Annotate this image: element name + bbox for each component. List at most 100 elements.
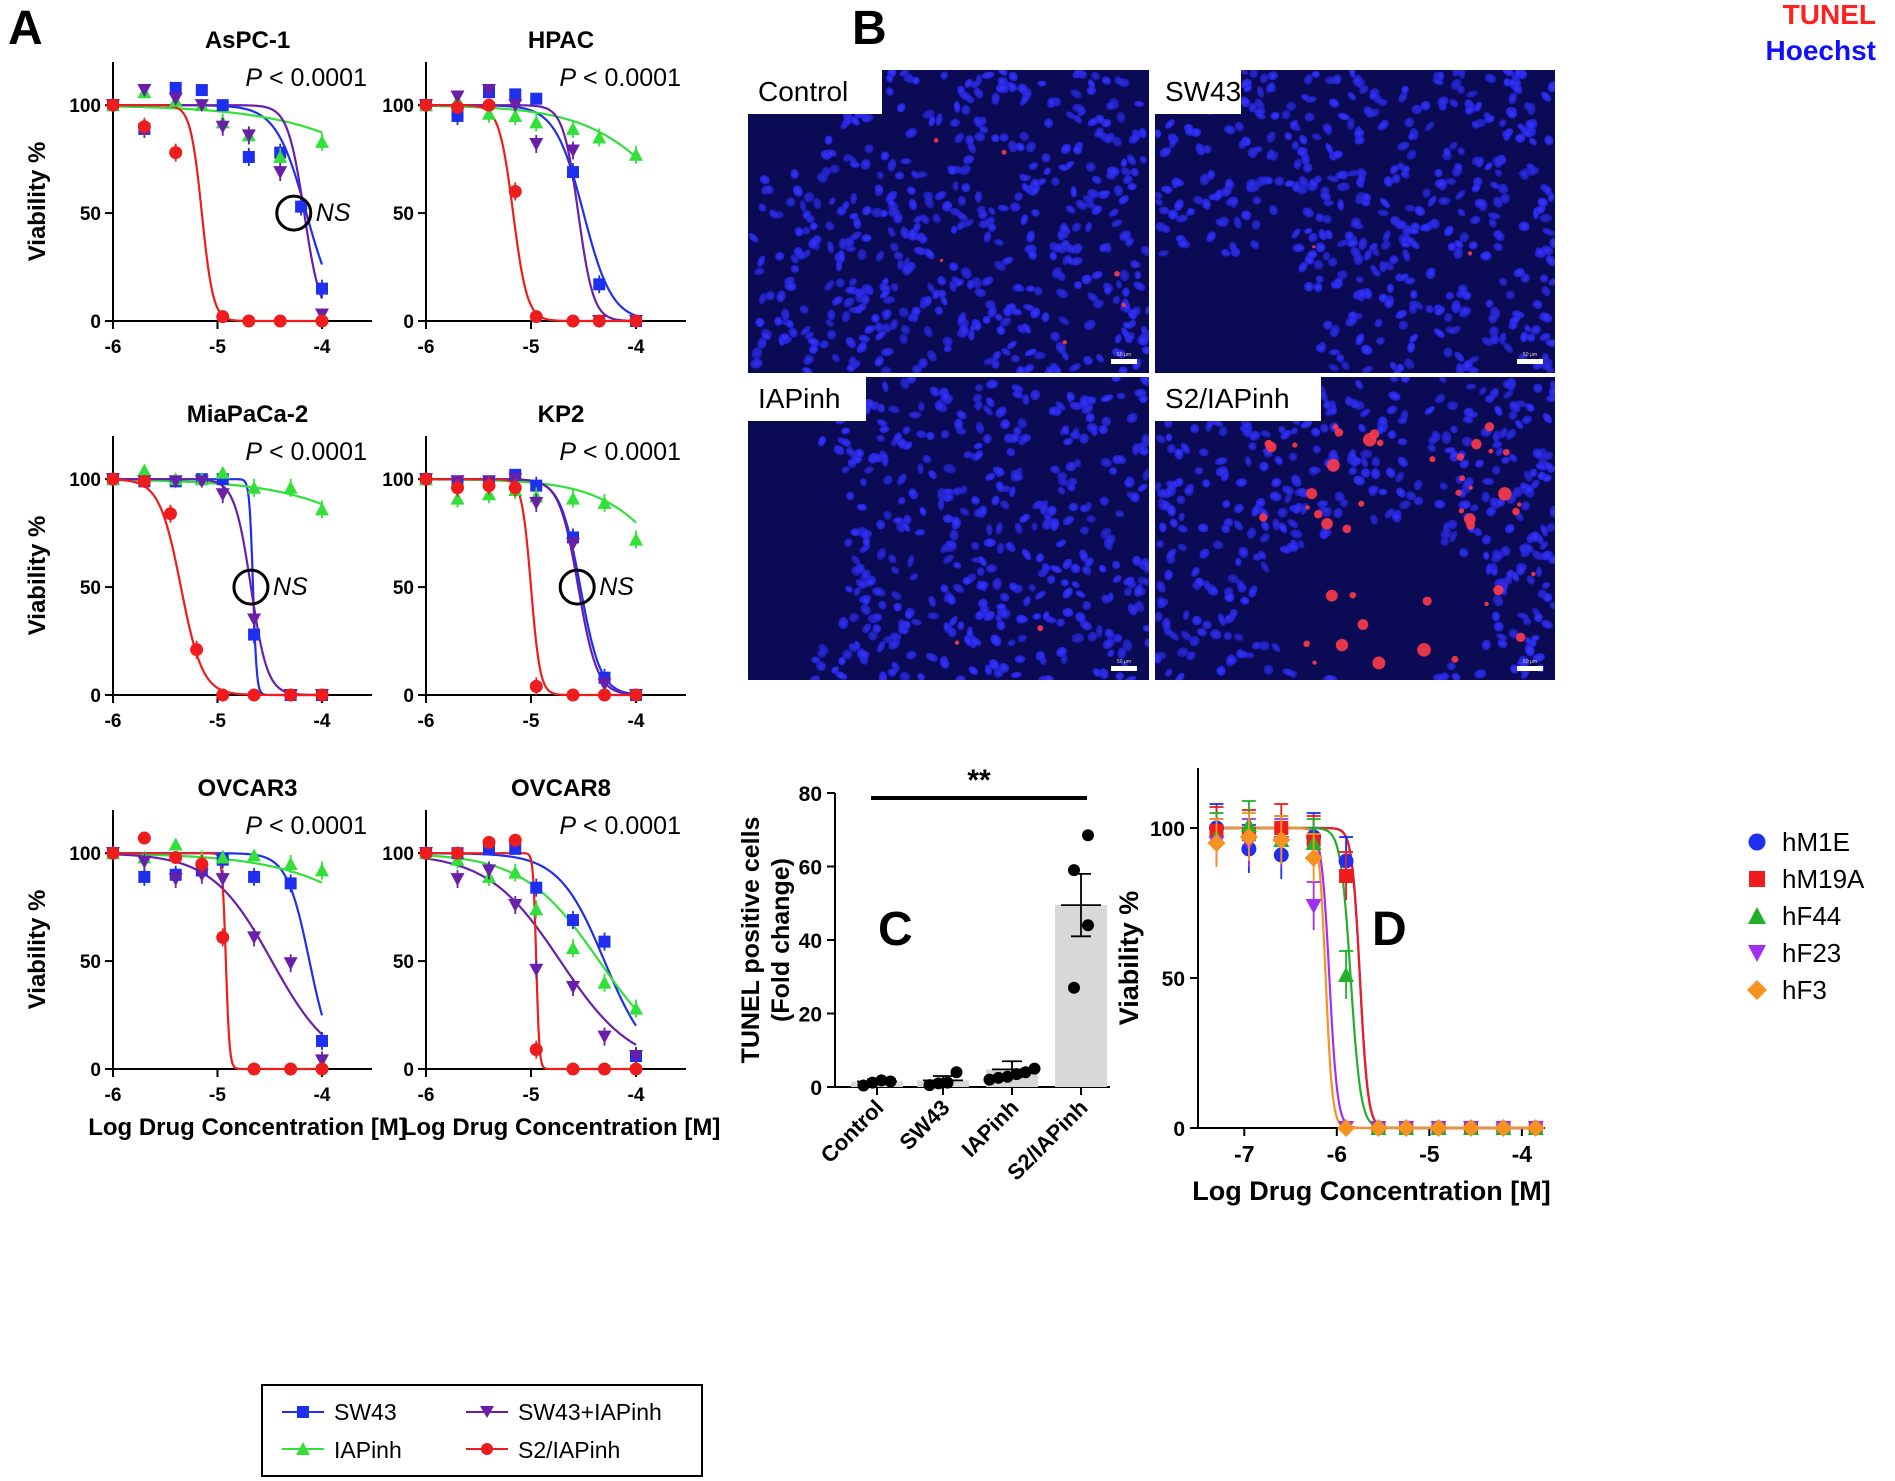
nucleus (1224, 125, 1236, 135)
nucleus (1403, 358, 1415, 370)
nucleus (1017, 634, 1027, 643)
point-sw43-iapinh (629, 1050, 643, 1064)
point-s2-iapinh (315, 314, 329, 328)
nucleus (985, 397, 995, 408)
point-s2-iapinh (482, 98, 496, 112)
nucleus (1073, 280, 1083, 290)
ns-label: NS (316, 199, 351, 227)
y-tick-label: 0 (810, 1077, 822, 1100)
nucleus (1180, 630, 1192, 641)
point-sw43-iapinh (194, 99, 209, 113)
point-s2-iapinh (190, 643, 204, 657)
nucleus (1184, 126, 1195, 137)
nucleus (1171, 178, 1184, 187)
nucleus (1224, 178, 1233, 189)
nucleus (957, 195, 967, 206)
nucleus (1452, 70, 1460, 77)
nucleus (874, 357, 884, 367)
nucleus (1434, 179, 1447, 189)
nucleus (776, 290, 786, 303)
nucleus (963, 155, 975, 165)
nucleus (1470, 215, 1481, 225)
chart-title: HPAC (528, 27, 594, 54)
nucleus (992, 466, 1005, 476)
nucleus (1120, 158, 1128, 168)
nucleus (1509, 401, 1521, 413)
tunel-spot (1265, 441, 1277, 453)
legend-marker (1748, 907, 1766, 924)
nucleus (1457, 70, 1466, 79)
point-sw43 (593, 278, 606, 291)
point-s2-iapinh (566, 314, 580, 328)
nucleus (1065, 205, 1076, 214)
nucleus (1165, 119, 1175, 129)
nucleus (919, 235, 928, 244)
nucleus (974, 401, 983, 411)
nucleus (1100, 394, 1114, 403)
nucleus (1115, 672, 1125, 680)
nucleus (1400, 377, 1410, 383)
nucleus (890, 282, 899, 292)
nucleus (841, 201, 850, 211)
nucleus (1248, 102, 1257, 113)
nucleus (903, 514, 912, 525)
nucleus (1086, 515, 1096, 523)
nucleus (1361, 344, 1373, 355)
nucleus (1480, 251, 1492, 261)
nucleus (887, 158, 897, 172)
x-tick-label: -5 (523, 337, 540, 358)
nucleus (1155, 481, 1162, 492)
nucleus (841, 466, 850, 474)
x-tick-label: Control (816, 1095, 889, 1168)
nucleus (1525, 403, 1535, 412)
nucleus (1137, 483, 1148, 492)
nucleus (1369, 90, 1378, 100)
tunel-spot (1459, 475, 1466, 482)
nucleus (838, 616, 849, 630)
nucleus (1500, 545, 1511, 557)
nucleus (1360, 449, 1373, 459)
nucleus (1233, 216, 1242, 229)
nucleus (1357, 288, 1367, 299)
nucleus (1297, 540, 1305, 549)
nucleus (1034, 590, 1046, 600)
nucleus (970, 80, 980, 89)
nucleus (1380, 198, 1391, 209)
nucleus (1517, 123, 1526, 132)
nucleus (1104, 132, 1115, 144)
nucleus (1085, 201, 1096, 209)
nucleus (901, 265, 911, 276)
nucleus (1006, 81, 1018, 91)
nucleus (954, 278, 965, 288)
nucleus (911, 314, 919, 323)
nucleus (1118, 366, 1128, 373)
nucleus (1523, 485, 1535, 495)
point-hf3 (1397, 1119, 1416, 1137)
nucleus (761, 332, 771, 340)
nucleus (759, 175, 770, 185)
nucleus (1086, 422, 1099, 433)
nucleus (847, 458, 857, 468)
nucleus (1033, 351, 1046, 360)
curve-iapinh (112, 105, 323, 134)
point-iapinh (629, 532, 643, 546)
nucleus (1215, 218, 1225, 227)
nucleus (1224, 614, 1232, 623)
nucleus (1524, 644, 1535, 657)
nucleus (1144, 329, 1149, 340)
nucleus (1070, 257, 1083, 266)
nucleus (817, 172, 828, 183)
nucleus (1267, 71, 1278, 81)
nucleus (804, 331, 814, 339)
nucleus (1497, 183, 1509, 194)
point-sw43-iapinh (597, 1030, 612, 1044)
y-tick-label: 40 (799, 930, 822, 953)
nucleus (1063, 437, 1074, 446)
point-s2-iapinh (592, 314, 606, 328)
nucleus (1328, 364, 1340, 372)
nucleus (983, 357, 996, 365)
nucleus (1284, 132, 1293, 141)
nucleus (1361, 193, 1372, 203)
point-s2-iapinh (629, 688, 643, 702)
point-sw43-iapinh (508, 99, 523, 113)
